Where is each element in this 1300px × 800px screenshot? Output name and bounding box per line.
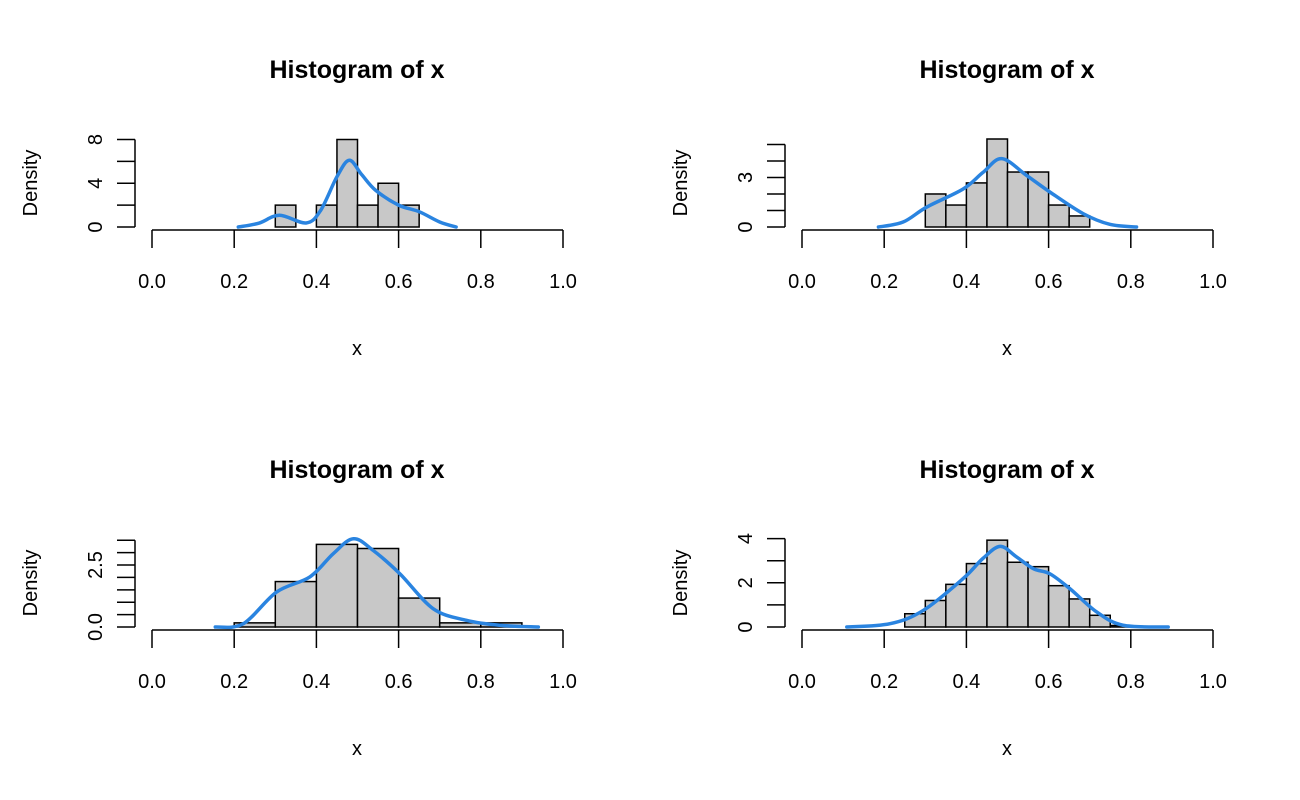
density-curve	[236, 158, 458, 229]
x-axis-label: x	[352, 338, 362, 360]
density-curve	[876, 156, 1139, 229]
x-tick-label: 0.4	[302, 271, 330, 293]
histogram-bar	[1027, 565, 1050, 628]
histogram-bar	[1047, 204, 1070, 228]
y-tick-label: 0	[735, 221, 757, 232]
density-curve	[845, 544, 1170, 629]
histogram-panel-2: Histogram of x 0.0 0.2 0.4 0.6 0.8 1.0 x 0 3 Densi…	[670, 56, 1227, 360]
histogram-bar	[1047, 584, 1070, 628]
histogram-bar	[945, 204, 968, 228]
x-tick-label: 1.0	[1199, 671, 1227, 693]
x-tick-label: 0.0	[788, 271, 816, 293]
histogram-bar	[965, 182, 988, 228]
histogram-bar	[315, 543, 359, 628]
histogram-bar	[924, 599, 947, 628]
y-tick-label: 0	[85, 221, 107, 232]
chart-title: Histogram of x	[269, 56, 444, 84]
x-tick-label: 0.8	[467, 271, 495, 293]
x-tick-label: 1.0	[549, 671, 577, 693]
x-tick-label: 0.6	[1035, 671, 1063, 693]
histogram-bar	[336, 138, 359, 228]
y-axis-label: Density	[670, 550, 692, 617]
y-axis-label: Density	[20, 150, 42, 217]
x-tick-label: 0.4	[302, 671, 330, 693]
x-tick-label: 1.0	[1199, 271, 1227, 293]
histogram-bar	[356, 547, 400, 628]
histogram-bar	[356, 204, 379, 228]
x-tick-label: 0.2	[870, 271, 898, 293]
x-tick-label: 0.2	[220, 271, 248, 293]
x-tick-label: 0.4	[952, 271, 980, 293]
y-tick-label: 8	[85, 134, 107, 145]
x-tick-label: 1.0	[549, 271, 577, 293]
histogram-bar	[1006, 171, 1029, 228]
histogram-bar	[986, 138, 1009, 228]
histogram-panel-3: Histogram of x 0.0 0.2 0.4 0.6 0.8 1.0 x 0.0 2.5 D…	[20, 456, 577, 760]
density-curve	[213, 537, 541, 630]
histogram-panel-1: Histogram of x 0.0 0.2 0.4 0.6 0.8 1.0 x 0 4 8 Dens…	[20, 56, 577, 360]
x-tick-label: 0.2	[870, 671, 898, 693]
x-tick-label: 0.6	[385, 671, 413, 693]
x-tick-label: 0.2	[220, 671, 248, 693]
chart-title: Histogram of x	[269, 456, 444, 484]
x-tick-label: 0.4	[952, 671, 980, 693]
x-tick-label: 0.0	[788, 671, 816, 693]
y-axis-label: Density	[670, 150, 692, 217]
x-axis-label: x	[1002, 738, 1012, 760]
x-tick-label: 0.8	[1117, 671, 1145, 693]
chart-title: Histogram of x	[919, 56, 1094, 84]
histogram-panel-4: Histogram of x 0.0 0.2 0.4 0.6 0.8 1.0 x 0 2 4 Dens…	[670, 456, 1227, 760]
x-tick-label: 0.0	[138, 271, 166, 293]
histogram-bar	[1068, 215, 1091, 228]
x-tick-label: 0.8	[467, 671, 495, 693]
y-tick-label: 4	[85, 178, 107, 189]
y-tick-label: 0.0	[85, 613, 107, 641]
y-tick-label: 0	[735, 621, 757, 632]
x-axis-label: x	[1002, 338, 1012, 360]
x-axis-label: x	[352, 738, 362, 760]
y-tick-label: 2	[735, 577, 757, 588]
histogram-bar	[1006, 561, 1029, 628]
histogram-bar	[315, 204, 338, 228]
histogram-bar	[397, 597, 441, 628]
x-tick-label: 0.0	[138, 671, 166, 693]
x-tick-label: 0.8	[1117, 271, 1145, 293]
y-tick-label: 4	[735, 533, 757, 544]
y-tick-label: 2.5	[85, 551, 107, 579]
x-tick-label: 0.6	[1035, 271, 1063, 293]
y-axis-label: Density	[20, 550, 42, 617]
y-tick-label: 3	[735, 172, 757, 183]
x-tick-label: 0.6	[385, 271, 413, 293]
chart-title: Histogram of x	[919, 456, 1094, 484]
